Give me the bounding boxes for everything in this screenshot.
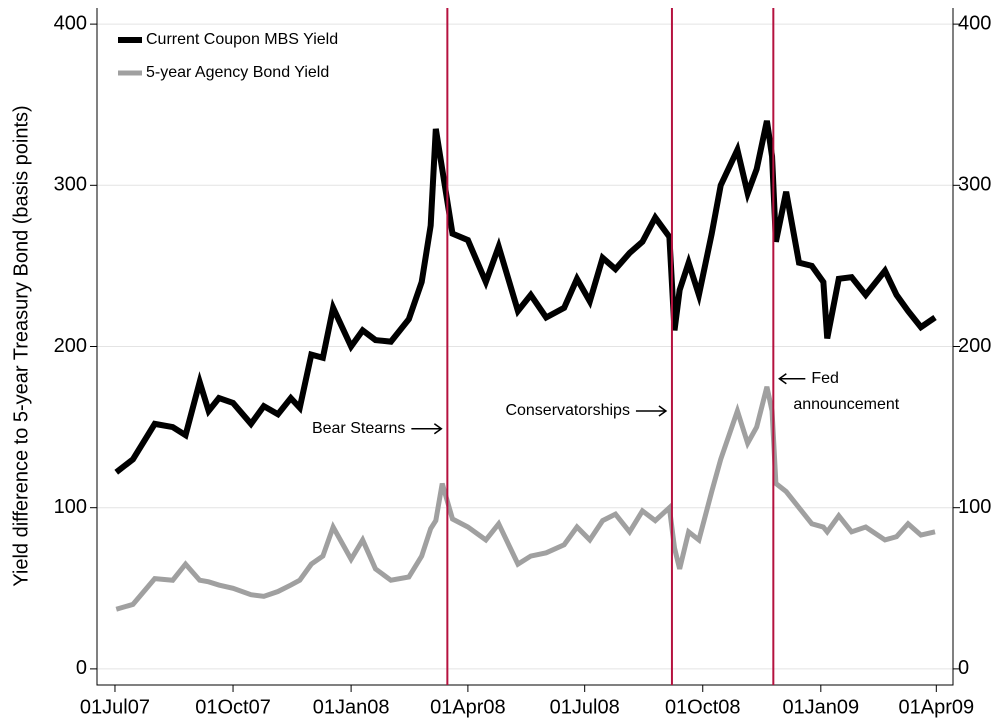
x-tick-label: 01Oct08	[665, 696, 741, 718]
y2-tick-label: 100	[958, 496, 991, 518]
y2-tick-label: 0	[958, 657, 969, 679]
y-tick-label: 200	[54, 335, 87, 357]
y2-tick-label: 400	[958, 12, 991, 34]
series-line	[114, 120, 937, 475]
annotation-arrowhead	[658, 405, 668, 417]
x-tick-label: 01Jul07	[80, 696, 150, 718]
legend-label: Current Coupon MBS Yield	[146, 31, 338, 48]
y-axis-label: Yield difference to 5-year Treasury Bond…	[10, 105, 32, 586]
y-tick-label: 0	[76, 657, 87, 679]
axis-frame	[96, 8, 954, 686]
x-tick-label: 01Jan09	[782, 696, 859, 718]
annotation-text: Fed	[811, 370, 839, 387]
legend-label: 5-year Agency Bond Yield	[146, 64, 329, 81]
annotation-arrowhead	[778, 373, 787, 385]
x-tick-label: 01Jan08	[313, 696, 390, 718]
annotation-text: Conservatorships	[505, 402, 630, 419]
x-tick-label: 01Oct07	[195, 696, 271, 718]
y2-tick-label: 200	[958, 335, 991, 357]
annotation-arrowhead	[433, 423, 443, 435]
x-tick-label: 01Apr09	[899, 696, 975, 718]
annotation-text: announcement	[793, 396, 899, 413]
y-tick-label: 300	[54, 174, 87, 196]
series-line	[115, 386, 936, 612]
y2-tick-label: 300	[958, 174, 991, 196]
y-tick-label: 100	[54, 496, 87, 518]
x-tick-label: 01Apr08	[430, 696, 506, 718]
x-tick-label: 01Jul08	[550, 696, 620, 718]
annotation-text: Bear Stearns	[312, 420, 405, 437]
y-tick-label: 400	[54, 12, 87, 34]
